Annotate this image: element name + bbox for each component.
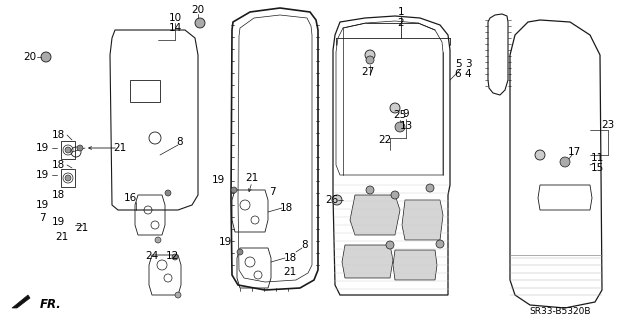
Circle shape [560, 157, 570, 167]
Text: 21: 21 [284, 267, 296, 277]
Text: 8: 8 [301, 240, 308, 250]
Circle shape [155, 237, 161, 243]
Circle shape [231, 187, 237, 193]
Circle shape [195, 18, 205, 28]
Text: 19: 19 [35, 143, 49, 153]
Circle shape [172, 254, 178, 260]
Text: 21: 21 [113, 143, 127, 153]
Circle shape [535, 150, 545, 160]
Text: 18: 18 [280, 203, 292, 213]
Text: 8: 8 [177, 137, 183, 147]
Circle shape [165, 190, 171, 196]
Text: 19: 19 [51, 217, 65, 227]
Circle shape [386, 241, 394, 249]
Text: 21: 21 [56, 232, 68, 242]
Text: 1: 1 [397, 7, 404, 17]
Text: 5: 5 [454, 59, 461, 69]
Text: 19: 19 [218, 237, 232, 247]
Text: 6: 6 [454, 69, 461, 79]
Circle shape [391, 191, 399, 199]
Circle shape [366, 186, 374, 194]
Text: 24: 24 [145, 251, 159, 261]
Text: 15: 15 [590, 163, 604, 173]
Polygon shape [12, 295, 30, 308]
Text: 7: 7 [38, 213, 45, 223]
Circle shape [426, 184, 434, 192]
Circle shape [237, 249, 243, 255]
Text: 22: 22 [378, 135, 392, 145]
Circle shape [175, 292, 181, 298]
Circle shape [365, 50, 375, 60]
Circle shape [436, 240, 444, 248]
Text: 23: 23 [602, 120, 614, 130]
Text: FR.: FR. [40, 299, 61, 311]
Circle shape [390, 103, 400, 113]
Text: 13: 13 [399, 121, 413, 131]
Text: 9: 9 [403, 109, 410, 119]
Text: 19: 19 [211, 175, 225, 185]
Circle shape [366, 56, 374, 64]
Polygon shape [342, 245, 393, 278]
Text: 4: 4 [465, 69, 471, 79]
Text: 18: 18 [284, 253, 296, 263]
Text: 10: 10 [168, 13, 182, 23]
Circle shape [395, 122, 405, 132]
Text: 14: 14 [168, 23, 182, 33]
Text: 17: 17 [568, 147, 580, 157]
Circle shape [77, 145, 83, 151]
Text: 16: 16 [124, 193, 136, 203]
Text: SR33-B5320B: SR33-B5320B [529, 307, 591, 315]
Text: 3: 3 [465, 59, 471, 69]
Circle shape [65, 147, 71, 153]
Circle shape [332, 195, 342, 205]
Text: 25: 25 [394, 110, 406, 120]
Text: 21: 21 [245, 173, 259, 183]
Text: 2: 2 [397, 18, 404, 28]
Polygon shape [402, 200, 443, 240]
Text: 26: 26 [325, 195, 339, 205]
Circle shape [41, 52, 51, 62]
Text: 20: 20 [191, 5, 205, 15]
Text: 20: 20 [24, 52, 36, 62]
Text: 19: 19 [35, 170, 49, 180]
Circle shape [65, 175, 71, 181]
Text: 18: 18 [51, 190, 65, 200]
Text: 21: 21 [76, 223, 88, 233]
Text: 18: 18 [51, 160, 65, 170]
Polygon shape [393, 250, 437, 280]
Text: 27: 27 [362, 67, 374, 77]
Text: 12: 12 [165, 251, 179, 261]
Polygon shape [350, 195, 400, 235]
Text: 19: 19 [35, 200, 49, 210]
Text: 7: 7 [269, 187, 275, 197]
Text: 11: 11 [590, 153, 604, 163]
Text: 18: 18 [51, 130, 65, 140]
